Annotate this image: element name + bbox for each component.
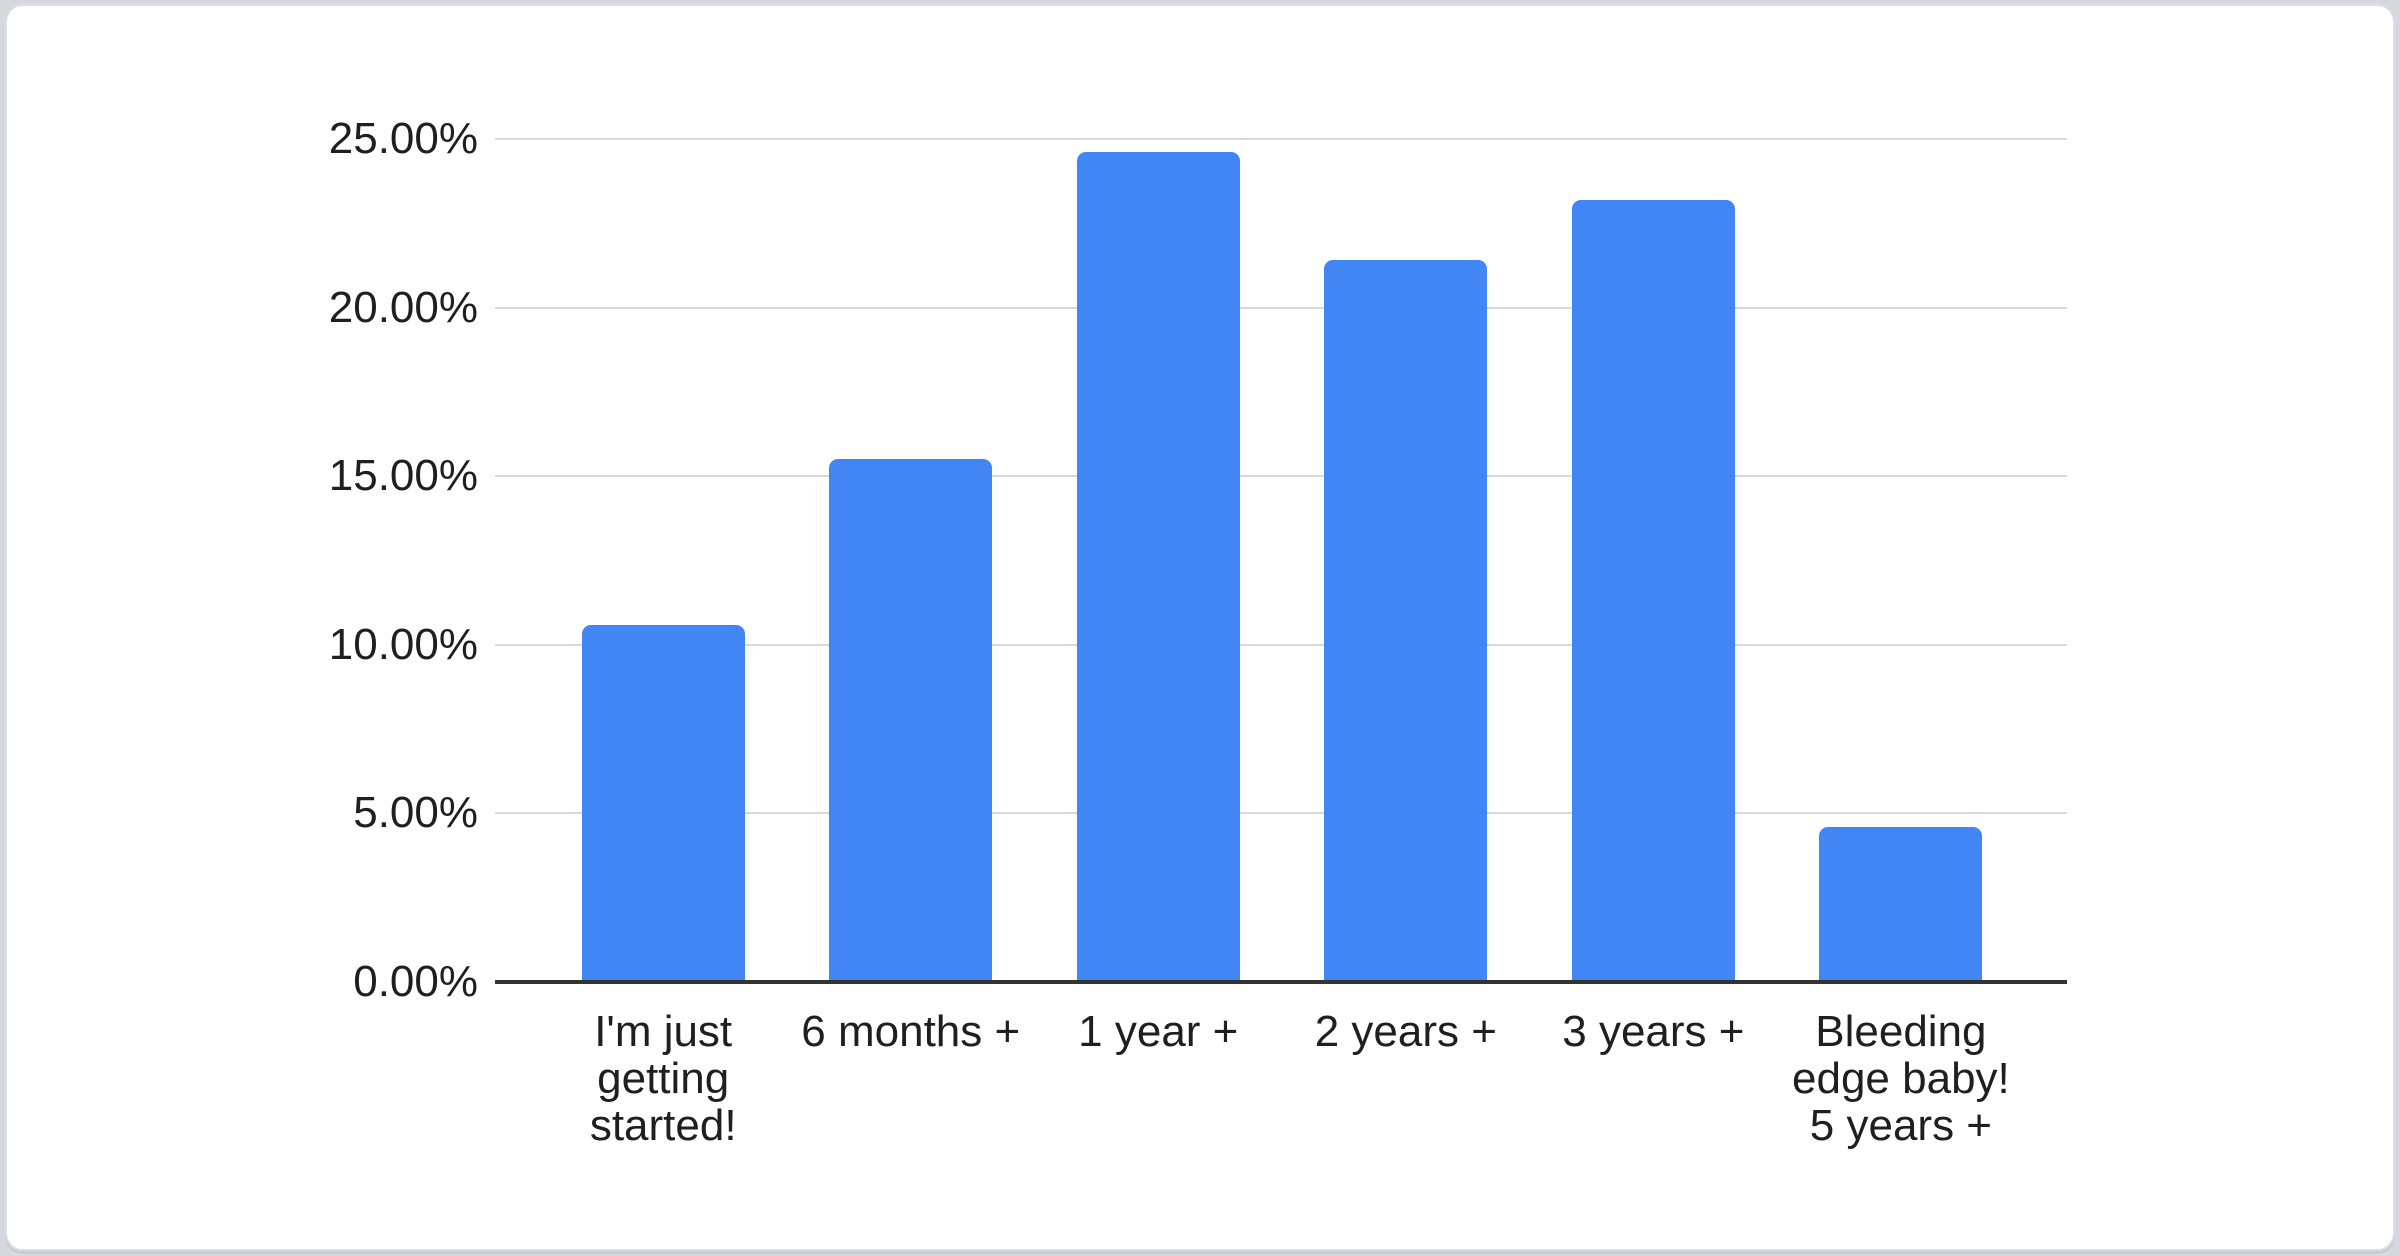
plot-area <box>495 138 2067 984</box>
x-tick-label: 3 years + <box>1562 1007 1745 1056</box>
bar-2[interactable] <box>829 459 993 982</box>
x-tick-label: 2 years + <box>1314 1007 1497 1056</box>
gridline <box>495 643 2067 646</box>
y-tick-label: 10.00% <box>328 619 478 669</box>
bar-4[interactable] <box>1324 260 1488 982</box>
x-tick-label: 1 year + <box>1078 1007 1239 1056</box>
bar-6[interactable] <box>1819 826 1983 982</box>
x-tick-label: I'm just getting started! <box>589 1007 737 1150</box>
bar-5[interactable] <box>1571 199 1735 982</box>
x-tick-label: 6 months + <box>801 1007 1021 1056</box>
y-tick-label: 20.00% <box>328 282 478 332</box>
gridline <box>495 138 2067 140</box>
gridline <box>495 306 2067 309</box>
y-tick-label: 0.00% <box>353 957 478 1006</box>
y-tick-label: 5.00% <box>353 788 478 838</box>
bar-1[interactable] <box>581 624 745 982</box>
gridline <box>495 812 2067 815</box>
y-tick-label: 25.00% <box>328 114 478 163</box>
y-tick-label: 15.00% <box>328 451 478 501</box>
x-tick-label: Bleeding edge baby! 5 years + <box>1792 1007 2010 1150</box>
bar-3[interactable] <box>1076 152 1240 982</box>
x-axis-baseline <box>495 980 2067 984</box>
gridline <box>495 475 2067 478</box>
